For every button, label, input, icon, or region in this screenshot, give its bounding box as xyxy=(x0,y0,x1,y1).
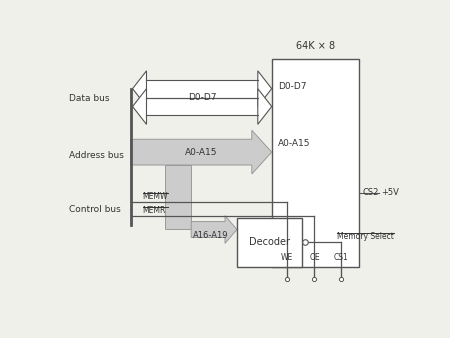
Text: Memory Select: Memory Select xyxy=(338,233,394,241)
Polygon shape xyxy=(130,130,272,174)
Polygon shape xyxy=(258,71,272,106)
Bar xyxy=(237,218,302,267)
Text: A16-A19: A16-A19 xyxy=(193,232,229,240)
Text: Control bus: Control bus xyxy=(69,205,121,214)
Text: Decoder: Decoder xyxy=(249,237,290,247)
Text: MEMR: MEMR xyxy=(143,206,166,215)
Text: 64K × 8: 64K × 8 xyxy=(296,41,335,51)
Text: Address bus: Address bus xyxy=(69,151,124,160)
Text: +5V: +5V xyxy=(381,188,399,197)
Text: WE: WE xyxy=(280,253,293,262)
Bar xyxy=(147,80,258,98)
Text: D0-D7: D0-D7 xyxy=(188,93,216,102)
Polygon shape xyxy=(258,89,272,124)
Text: CS1: CS1 xyxy=(334,253,349,262)
Text: MEMW: MEMW xyxy=(143,192,168,201)
Text: A0-A15: A0-A15 xyxy=(278,139,310,148)
Polygon shape xyxy=(133,89,147,124)
Text: OE: OE xyxy=(309,253,320,262)
Bar xyxy=(147,98,258,116)
Text: D0-D7: D0-D7 xyxy=(278,82,306,91)
Text: A0-A15: A0-A15 xyxy=(185,148,217,156)
Bar xyxy=(165,165,191,230)
Polygon shape xyxy=(133,71,147,106)
Polygon shape xyxy=(191,216,237,243)
Bar xyxy=(272,59,359,267)
Text: Data bus: Data bus xyxy=(69,94,109,103)
Text: CS2: CS2 xyxy=(362,188,378,197)
